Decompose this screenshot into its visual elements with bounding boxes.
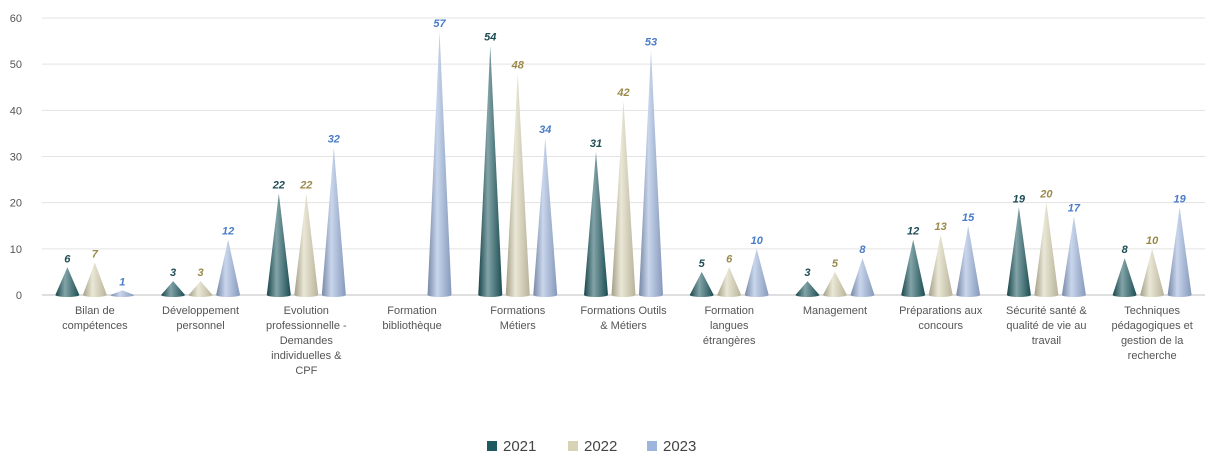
bar-2023 [744, 248, 769, 297]
bar-2021 [1006, 207, 1031, 297]
data-label-2021: 31 [590, 138, 602, 150]
y-axis-ticks: 0 10 20 30 40 50 60 [10, 13, 22, 302]
data-label-2022: 3 [198, 267, 204, 279]
bar-2022 [611, 101, 636, 297]
bar-2023 [639, 50, 663, 297]
data-label-2023: 34 [539, 124, 551, 136]
bar-2023 [850, 258, 875, 297]
category-label: Bilan de compétences [62, 305, 128, 332]
y-tick-label: 0 [16, 290, 22, 302]
bar-2022 [82, 262, 107, 297]
bar-2022 [1034, 202, 1059, 297]
data-label-2021: 19 [1013, 193, 1026, 205]
category-label: Développement personnel [162, 305, 239, 332]
bar-2021 [266, 193, 291, 297]
bar-2022 [717, 267, 742, 297]
data-label-2021: 54 [484, 32, 496, 44]
data-label-2022: 5 [832, 258, 839, 270]
bar-2022 [1140, 248, 1165, 297]
bar-2022 [294, 193, 319, 297]
data-label-2023: 19 [1174, 193, 1187, 205]
category-label: Management [803, 305, 867, 317]
data-label-2022: 10 [1146, 235, 1159, 247]
data-label-2023: 10 [751, 235, 764, 247]
bar-2022 [928, 234, 953, 297]
bars [55, 31, 1192, 298]
data-label-2023: 12 [222, 226, 234, 238]
bar-2022 [822, 271, 847, 297]
bar-2023 [321, 147, 346, 297]
category-label: Techniques pédagogiques et gestion de la re… [1111, 305, 1192, 362]
category-label: Evolution professionnelle -Demandes indivi… [266, 305, 347, 377]
bar-2023 [216, 239, 241, 297]
legend-swatch-2022 [568, 441, 578, 451]
data-label-2022: 48 [511, 59, 525, 71]
data-label-2021: 12 [907, 226, 919, 238]
y-tick-label: 20 [10, 198, 22, 210]
legend-label-2021: 2021 [503, 438, 536, 454]
data-label-2021: 3 [170, 267, 176, 279]
legend-label-2023: 2023 [663, 438, 696, 454]
data-label-2023: 53 [645, 36, 657, 48]
data-label-2021: 8 [1122, 244, 1129, 256]
category-label: Préparations aux concours [899, 305, 983, 332]
y-tick-label: 10 [10, 244, 22, 256]
category-label: Sécurité santé & qualité de vie au travail [1006, 305, 1087, 347]
data-label-2021: 5 [699, 258, 706, 270]
bar-2023 [1167, 207, 1192, 297]
legend-swatch-2023 [647, 441, 657, 451]
category-label: Formations Outils & Métiers [580, 305, 667, 332]
bar-2023 [110, 290, 135, 297]
data-label-2022: 7 [92, 249, 99, 261]
data-label-2022: 42 [616, 87, 629, 99]
data-label-2022: 13 [935, 221, 947, 233]
y-tick-label: 50 [10, 59, 22, 71]
data-label-2021: 3 [804, 267, 810, 279]
bar-2021 [55, 267, 80, 297]
data-label-2023: 17 [1068, 203, 1081, 215]
bar-2021 [584, 151, 608, 297]
category-label: Formation bibliothèque [382, 305, 441, 332]
bar-2023 [427, 31, 452, 297]
bar-2021 [478, 45, 503, 298]
legend: 2021 2022 2023 [487, 438, 696, 455]
bar-2023 [956, 225, 981, 297]
data-label-2022: 6 [726, 253, 733, 265]
bar-2022 [188, 281, 213, 297]
y-tick-label: 40 [10, 105, 22, 117]
bar-2022 [505, 73, 530, 298]
data-label-2023: 8 [859, 244, 866, 256]
bar-2021 [795, 281, 820, 297]
category-label: Formations Métiers [490, 305, 546, 332]
data-label-2023: 32 [328, 133, 340, 145]
category-label: Formation langues étrangères [703, 305, 756, 347]
bar-2023 [1061, 216, 1086, 297]
bar-2021 [689, 271, 714, 297]
data-label-2023: 57 [433, 18, 446, 30]
bar-2021 [1112, 258, 1137, 297]
y-tick-label: 60 [10, 13, 22, 25]
bar-2023 [533, 138, 558, 297]
data-label-2022: 20 [1039, 189, 1053, 201]
data-label-2021: 22 [272, 179, 285, 191]
legend-swatch-2021 [487, 441, 497, 451]
data-label-2023: 1 [119, 276, 125, 288]
data-label-2021: 6 [64, 253, 71, 265]
legend-label-2022: 2022 [584, 438, 617, 454]
bar-2021 [901, 239, 926, 297]
bar-2021 [161, 281, 186, 297]
data-label-2022: 22 [299, 179, 312, 191]
data-label-2023: 15 [962, 212, 975, 224]
y-tick-label: 30 [10, 152, 22, 164]
category-labels: Bilan de compétences Développement personne… [62, 305, 1193, 377]
